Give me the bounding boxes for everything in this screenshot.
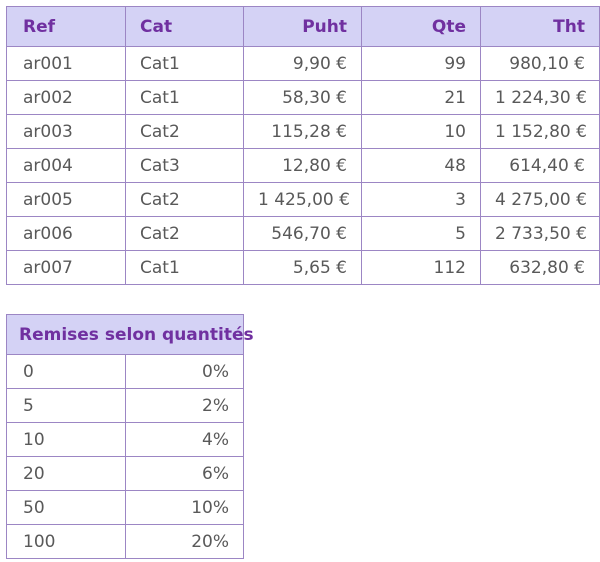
column-header-tht: Tht xyxy=(480,6,600,47)
quantity-threshold-cell: 100 xyxy=(6,524,126,559)
puht-cell: 9,90 € xyxy=(243,46,362,81)
qte-cell: 48 xyxy=(361,148,481,183)
discount-rate-cell: 10% xyxy=(124,490,245,525)
tht-cell: 1 152,80 € xyxy=(480,114,600,149)
puht-cell: 12,80 € xyxy=(243,148,362,183)
column-header-puht: Puht xyxy=(243,6,362,47)
cat-cell: Cat1 xyxy=(125,250,244,285)
discount-table-header: Remises selon quantités xyxy=(5,314,254,355)
discount-rate-cell: 4% xyxy=(124,422,245,457)
table-row: ar004 Cat3 12,80 € 48 614,40 € xyxy=(6,148,600,183)
cat-cell: Cat2 xyxy=(125,182,244,217)
table-row: ar007 Cat1 5,65 € 112 632,80 € xyxy=(6,250,600,285)
qte-cell: 21 xyxy=(361,80,481,115)
header-row: Ref Cat Puht Qte Tht xyxy=(6,6,600,47)
column-header-cat: Cat xyxy=(125,6,244,47)
quantity-threshold-cell: 10 xyxy=(6,422,126,457)
qte-cell: 5 xyxy=(361,216,481,251)
discount-table-body: 0 0% 5 2% 10 4% 20 6% 50 10% 100 20% xyxy=(6,354,245,559)
puht-cell: 1 425,00 € xyxy=(243,182,362,217)
table-row: 20 6% xyxy=(6,456,245,491)
table-row: ar001 Cat1 9,90 € 99 980,10 € xyxy=(6,46,600,81)
puht-cell: 115,28 € xyxy=(243,114,362,149)
discount-rate-cell: 2% xyxy=(124,388,245,423)
column-header-ref: Ref xyxy=(6,6,126,47)
cat-cell: Cat1 xyxy=(125,80,244,115)
quantity-threshold-cell: 0 xyxy=(6,354,126,389)
cat-cell: Cat1 xyxy=(125,46,244,81)
discount-rate-cell: 20% xyxy=(124,524,245,559)
qte-cell: 112 xyxy=(361,250,481,285)
discount-rate-cell: 0% xyxy=(124,354,245,389)
cat-cell: Cat2 xyxy=(125,216,244,251)
table-row: 10 4% xyxy=(6,422,245,457)
ref-cell: ar003 xyxy=(6,114,126,149)
quantity-threshold-cell: 50 xyxy=(6,490,126,525)
ref-cell: ar005 xyxy=(6,182,126,217)
puht-cell: 546,70 € xyxy=(243,216,362,251)
ref-cell: ar001 xyxy=(6,46,126,81)
products-table: Ref Cat Puht Qte Tht ar001 Cat1 9,90 € 9… xyxy=(6,6,600,285)
tht-cell: 2 733,50 € xyxy=(480,216,600,251)
discount-table-title: Remises selon quantités xyxy=(5,314,254,355)
tht-cell: 632,80 € xyxy=(480,250,600,285)
table-row: 0 0% xyxy=(6,354,245,389)
tht-cell: 980,10 € xyxy=(480,46,600,81)
ref-cell: ar006 xyxy=(6,216,126,251)
table-row: ar002 Cat1 58,30 € 21 1 224,30 € xyxy=(6,80,600,115)
cat-cell: Cat3 xyxy=(125,148,244,183)
table-row: 100 20% xyxy=(6,524,245,559)
ref-cell: ar007 xyxy=(6,250,126,285)
ref-cell: ar004 xyxy=(6,148,126,183)
quantity-threshold-cell: 20 xyxy=(6,456,126,491)
cat-cell: Cat2 xyxy=(125,114,244,149)
table-row: ar006 Cat2 546,70 € 5 2 733,50 € xyxy=(6,216,600,251)
tht-cell: 614,40 € xyxy=(480,148,600,183)
header-row: Remises selon quantités xyxy=(5,314,254,355)
table-row: ar005 Cat2 1 425,00 € 3 4 275,00 € xyxy=(6,182,600,217)
qte-cell: 10 xyxy=(361,114,481,149)
discount-rate-cell: 6% xyxy=(124,456,245,491)
tht-cell: 1 224,30 € xyxy=(480,80,600,115)
table-row: 50 10% xyxy=(6,490,245,525)
column-header-qte: Qte xyxy=(361,6,481,47)
quantity-threshold-cell: 5 xyxy=(6,388,126,423)
table-row: ar003 Cat2 115,28 € 10 1 152,80 € xyxy=(6,114,600,149)
products-table-header: Ref Cat Puht Qte Tht xyxy=(6,6,600,47)
qte-cell: 99 xyxy=(361,46,481,81)
ref-cell: ar002 xyxy=(6,80,126,115)
puht-cell: 58,30 € xyxy=(243,80,362,115)
table-row: 5 2% xyxy=(6,388,245,423)
tht-cell: 4 275,00 € xyxy=(480,182,600,217)
qte-cell: 3 xyxy=(361,182,481,217)
products-table-body: ar001 Cat1 9,90 € 99 980,10 € ar002 Cat1… xyxy=(6,46,600,285)
puht-cell: 5,65 € xyxy=(243,250,362,285)
quantity-discount-table: Remises selon quantités 0 0% 5 2% 10 4% … xyxy=(5,314,254,559)
